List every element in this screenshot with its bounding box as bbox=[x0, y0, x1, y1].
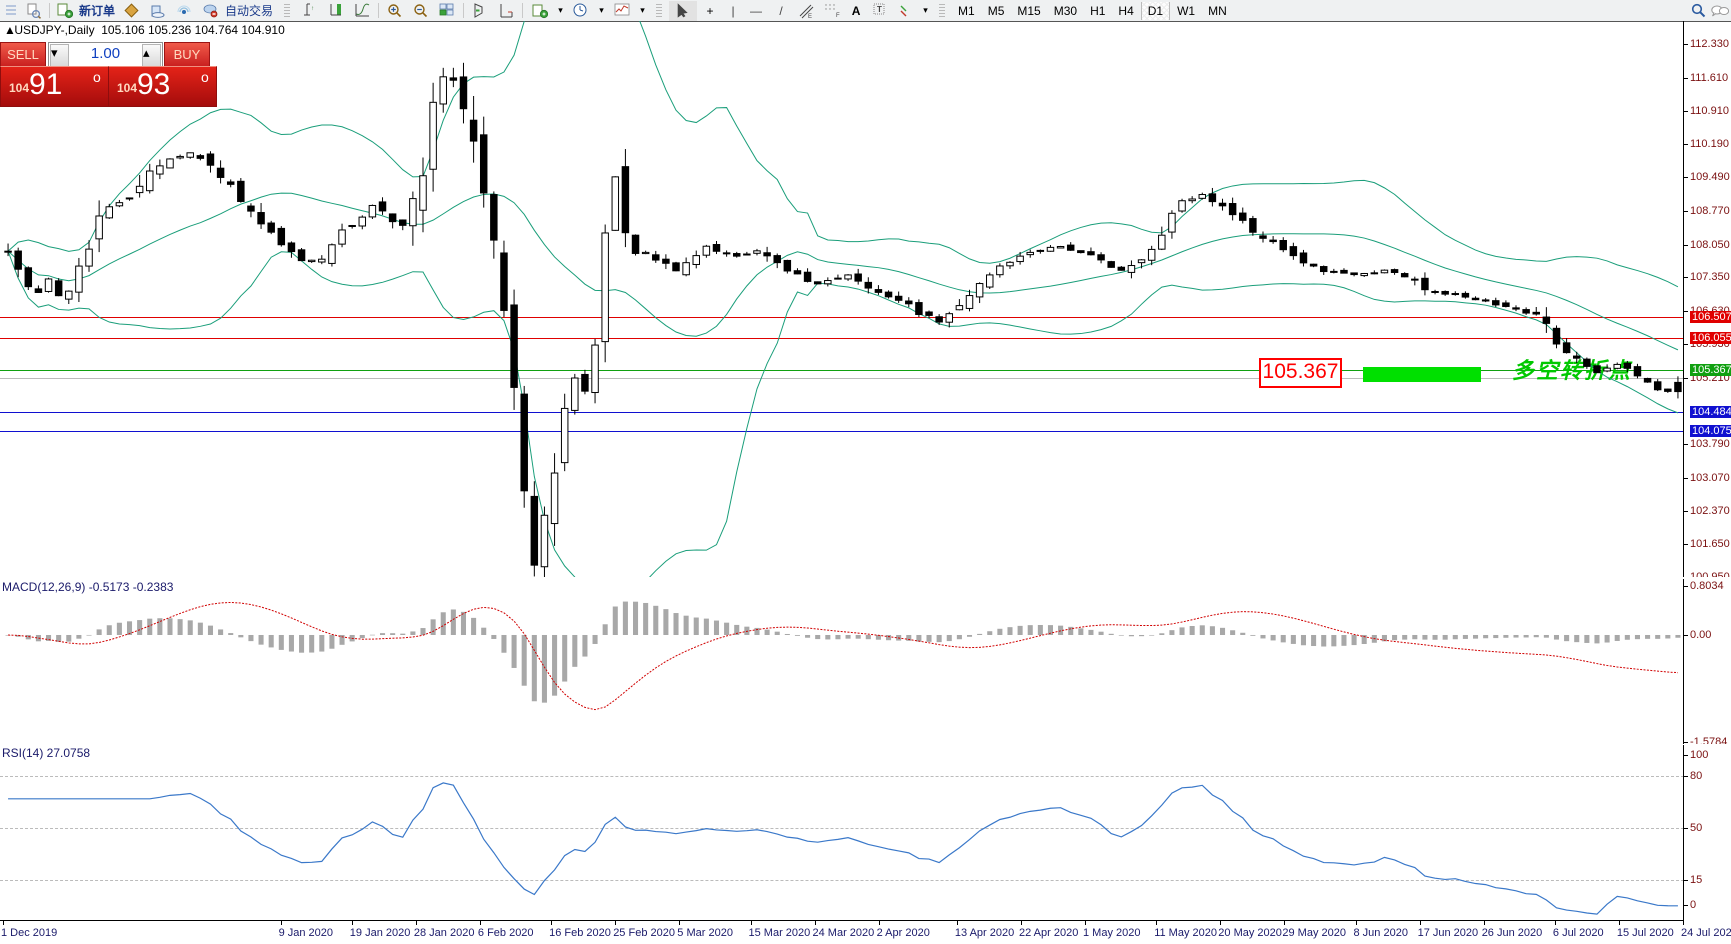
svg-text:E: E bbox=[808, 14, 812, 19]
svg-text:T: T bbox=[877, 5, 882, 14]
svg-text:F: F bbox=[836, 13, 840, 19]
svg-text:↑: ↑ bbox=[311, 6, 314, 12]
